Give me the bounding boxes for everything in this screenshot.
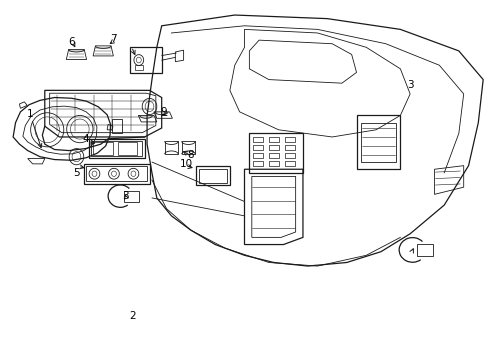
Bar (269, 137, 279, 142)
Bar (135, 64, 142, 70)
Text: 3: 3 (122, 191, 128, 201)
Text: 10: 10 (179, 159, 192, 169)
Bar (285, 145, 295, 150)
Bar (253, 153, 263, 158)
Text: 2: 2 (129, 311, 136, 321)
Bar (123, 191, 138, 202)
Bar (83, 164, 149, 184)
Text: 5: 5 (73, 168, 80, 178)
Text: 4: 4 (82, 134, 89, 144)
Bar (130, 46, 162, 73)
Bar (195, 166, 229, 185)
Bar (253, 161, 263, 166)
Text: 6: 6 (68, 37, 75, 47)
Text: 7: 7 (109, 35, 116, 44)
Bar (249, 134, 303, 173)
Bar (93, 142, 113, 155)
Text: 3: 3 (406, 80, 412, 90)
Bar (86, 166, 147, 181)
Bar (118, 142, 137, 155)
Bar (91, 141, 142, 156)
Bar (253, 145, 263, 150)
Bar (285, 161, 295, 166)
Text: 9: 9 (161, 107, 167, 117)
Text: 1: 1 (27, 109, 33, 119)
Bar (269, 153, 279, 158)
Bar (253, 137, 263, 142)
Bar (269, 145, 279, 150)
Bar (88, 139, 144, 158)
Text: 8: 8 (187, 150, 194, 160)
Bar (285, 137, 295, 142)
Bar (285, 153, 295, 158)
Bar (269, 161, 279, 166)
Bar (416, 244, 432, 256)
Bar (198, 168, 226, 183)
